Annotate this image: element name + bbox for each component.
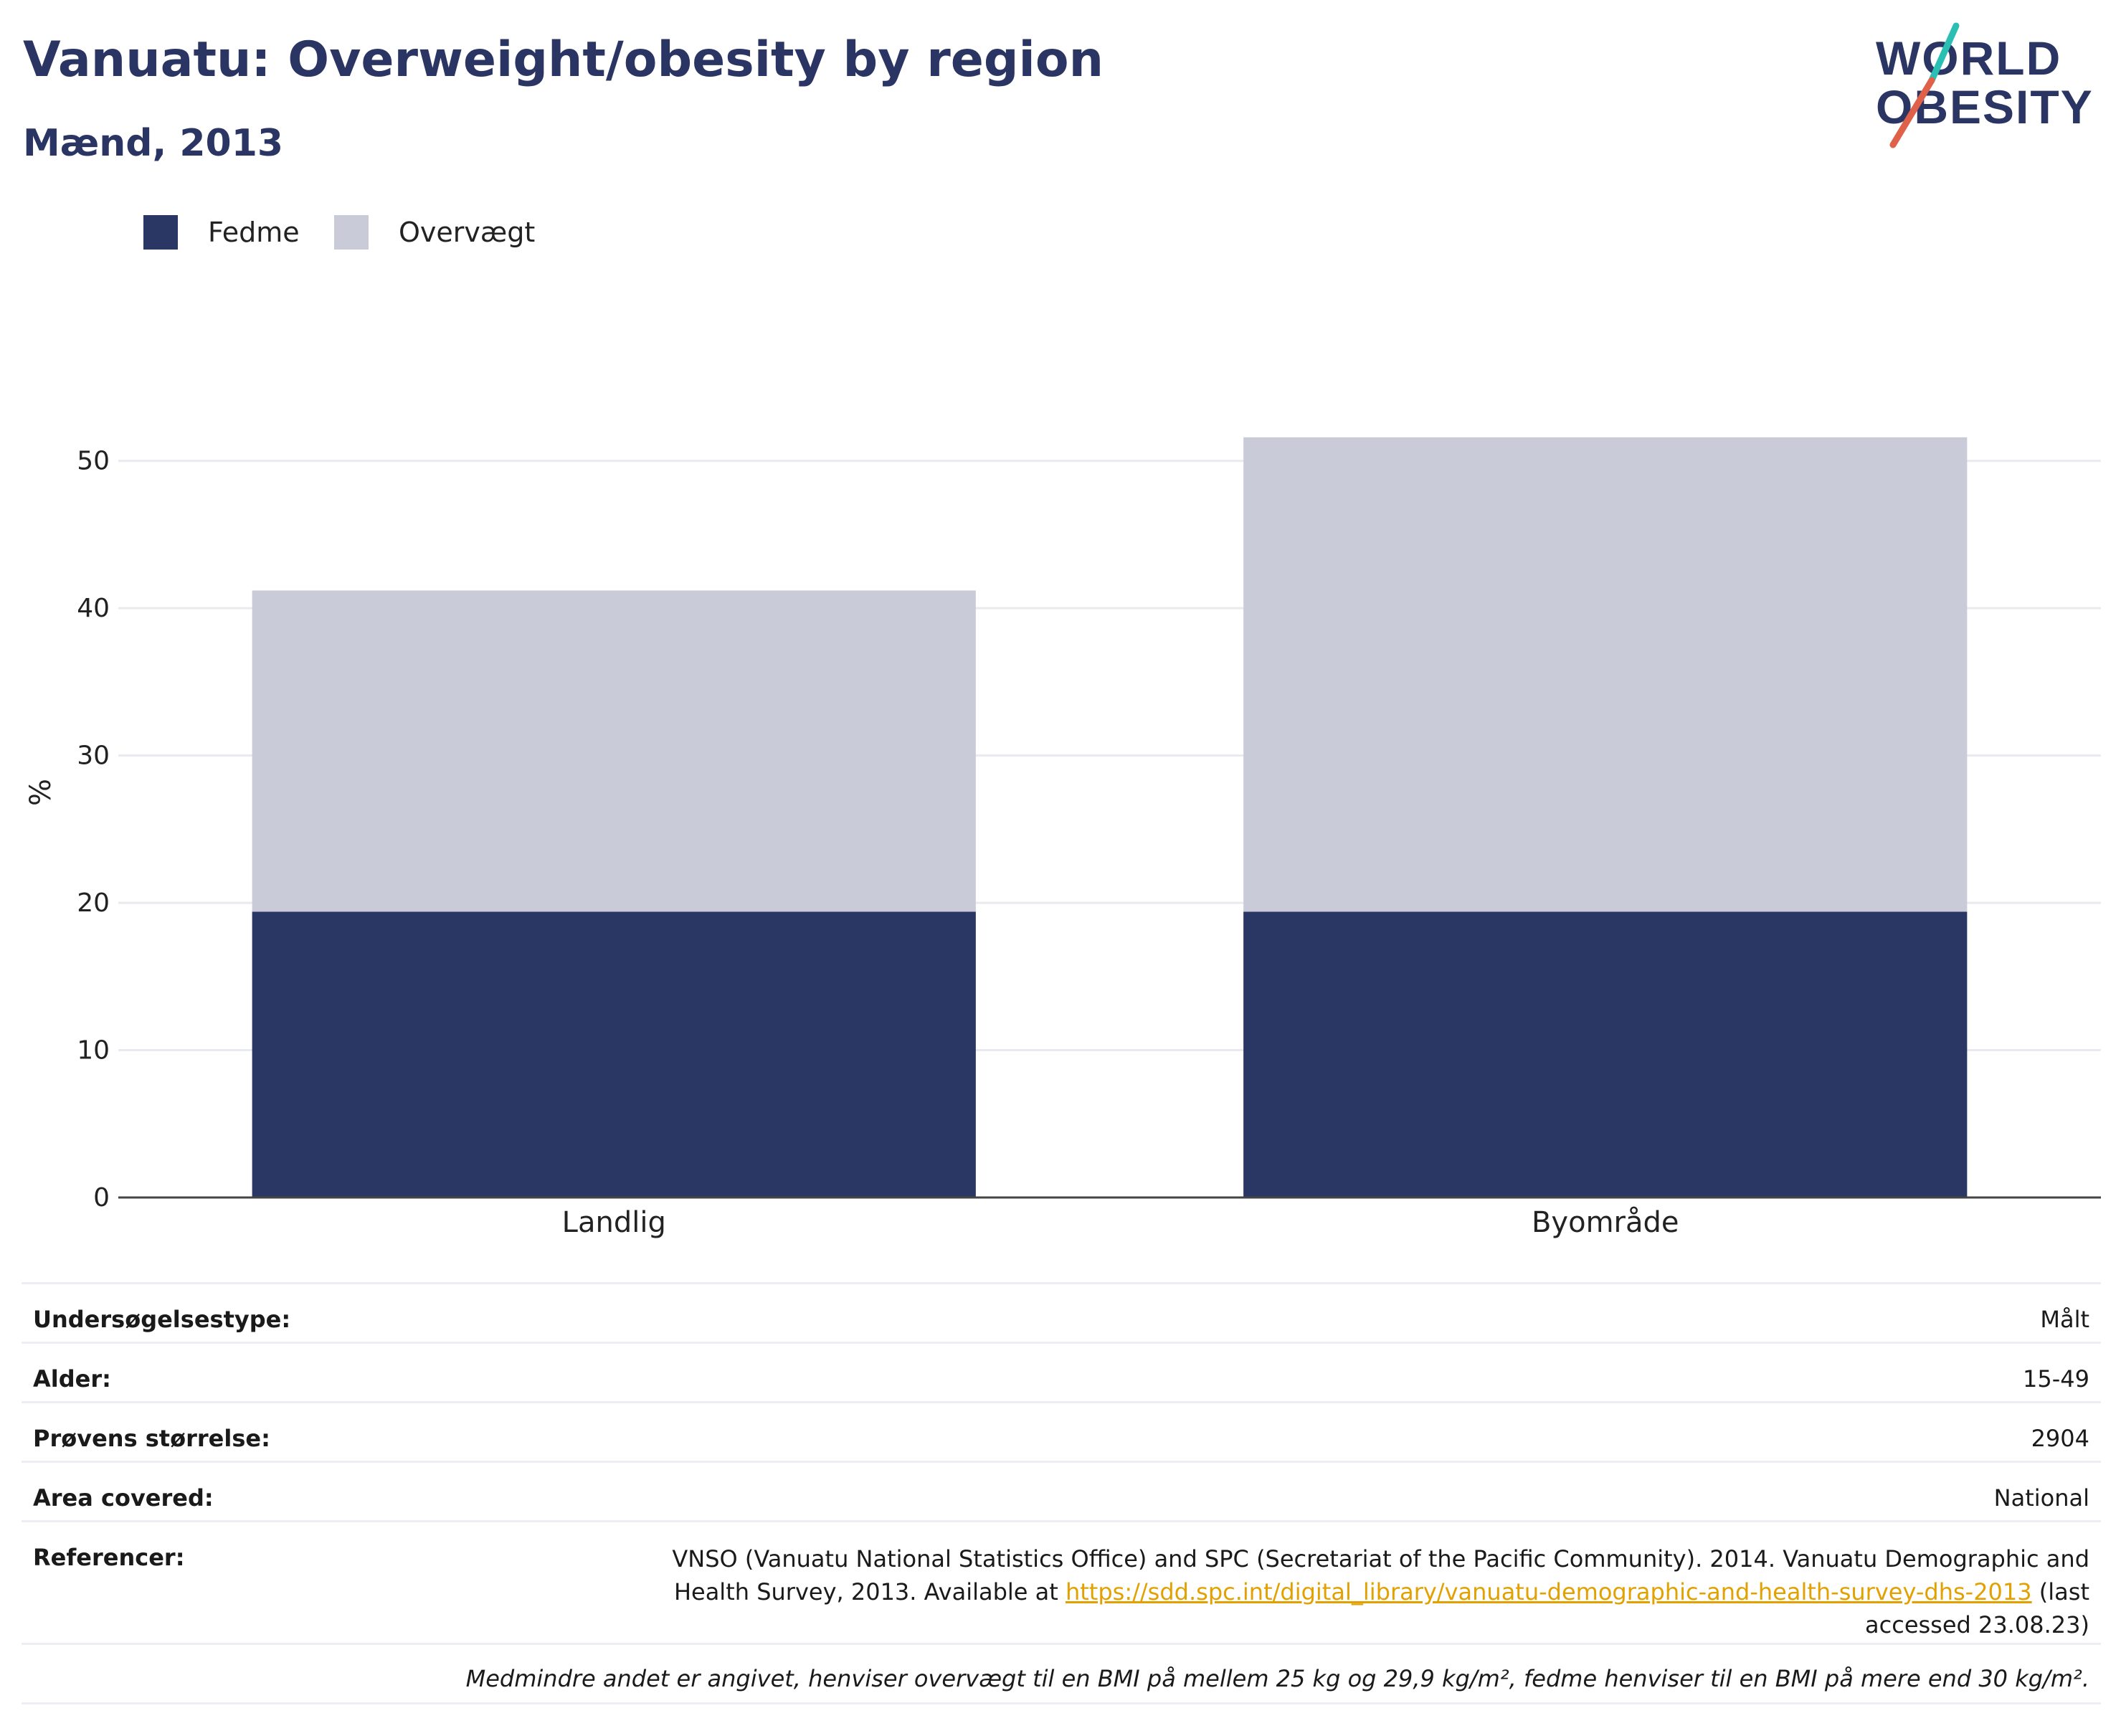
- legend-swatch-fedme: [143, 215, 178, 250]
- y-tick-label-40: 40: [77, 594, 110, 623]
- meta-value-sample-size: 2904: [2031, 1425, 2089, 1452]
- reference-text-suffix: (last accessed 23.08.23): [1865, 1578, 2089, 1638]
- logo-slash-top: [1928, 22, 1960, 84]
- meta-label-age: Alder:: [33, 1365, 111, 1393]
- meta-label-area: Area covered:: [33, 1484, 214, 1512]
- meta-row-survey-type: Undersøgelsestype: Målt: [22, 1282, 2101, 1342]
- x-tick-label-1: Byområde: [1532, 1206, 1679, 1239]
- meta-row-references: Referencer: VNSO (Vanuatu National Stati…: [22, 1520, 2101, 1643]
- y-tick-label-20: 20: [77, 888, 110, 918]
- meta-label-references: Referencer:: [33, 1544, 185, 1571]
- y-tick-label-30: 30: [77, 741, 110, 771]
- logo-word-obesity: OBESITY: [1876, 80, 2094, 133]
- y-tick-label-0: 0: [93, 1183, 110, 1213]
- meta-value-references: VNSO (Vanuatu National Statistics Office…: [655, 1542, 2089, 1641]
- metadata-table: Undersøgelsestype: Målt Alder: 15-49 Prø…: [22, 1282, 2101, 1704]
- meta-row-area: Area covered: National: [22, 1461, 2101, 1520]
- logo-slash-bottom: [1889, 77, 1935, 148]
- meta-value-survey-type: Målt: [2040, 1306, 2089, 1333]
- chart-subtitle: Mænd, 2013: [23, 122, 284, 165]
- reference-link[interactable]: https://sdd.spc.int/digital_library/vanu…: [1065, 1578, 2032, 1605]
- meta-row-age: Alder: 15-49: [22, 1342, 2101, 1401]
- y-axis-title: %: [24, 779, 57, 806]
- bar-landlig-overv-gt: [252, 590, 976, 912]
- meta-row-sample-size: Prøvens størrelse: 2904: [22, 1401, 2101, 1461]
- legend-label-fedme: Fedme: [208, 217, 300, 248]
- bar-byomr-de-fedme: [1243, 911, 1968, 1197]
- y-tick-label-50: 50: [77, 447, 110, 476]
- reference-text: VNSO (Vanuatu National Statistics Office…: [672, 1545, 2089, 1605]
- y-tick-label-10: 10: [77, 1036, 110, 1066]
- meta-label-survey-type: Undersøgelsestype:: [33, 1306, 291, 1333]
- meta-row-footnote: Medmindre andet er angivet, henviser ove…: [22, 1643, 2101, 1704]
- chart-title: Vanuatu: Overweight/obesity by region: [23, 32, 1104, 88]
- meta-label-sample-size: Prøvens størrelse:: [33, 1425, 270, 1452]
- bar-landlig-fedme: [252, 911, 976, 1197]
- x-tick-label-0: Landlig: [562, 1206, 666, 1239]
- logo-word-world: WORLD: [1876, 32, 2061, 85]
- bar-byomr-de-overv-gt: [1243, 437, 1968, 912]
- world-obesity-logo: WORLD OBESITY: [1876, 22, 2094, 148]
- meta-value-area: National: [1993, 1484, 2089, 1512]
- stacked-bar-chart: 0 10 20 30 40 50% Landlig Byområde: [24, 437, 2101, 1239]
- meta-value-age: 15-49: [2023, 1365, 2089, 1393]
- legend-swatch-overvaegt: [334, 215, 369, 250]
- legend-label-overvaegt: Overvægt: [399, 217, 536, 248]
- bmi-footnote: Medmindre andet er angivet, henviser ove…: [465, 1665, 2089, 1692]
